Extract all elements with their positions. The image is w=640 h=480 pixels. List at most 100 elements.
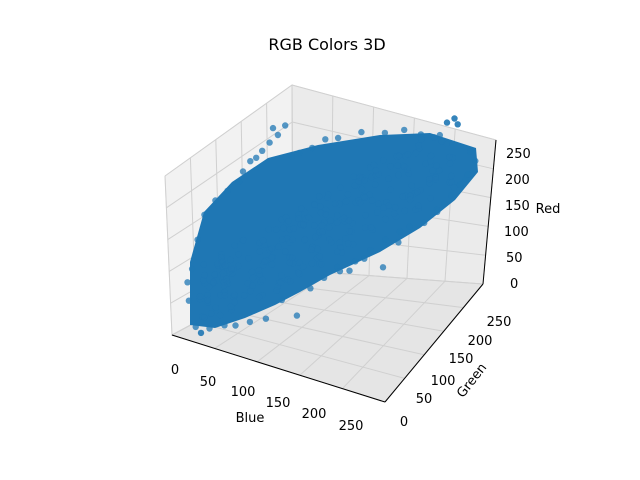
scatter-point (280, 224, 287, 232)
scatter-point (287, 278, 294, 285)
scatter-point (361, 194, 368, 201)
grid-line (164, 84, 293, 177)
scatter-point (450, 184, 458, 191)
scatter-point (247, 158, 254, 165)
grid-line (256, 275, 370, 363)
scatter-point (334, 248, 341, 255)
scatter-point (256, 248, 264, 255)
scatter-point (204, 292, 211, 299)
scatter-point (212, 197, 219, 204)
scatter-point (288, 153, 296, 160)
x-axis-label: Blue (236, 411, 265, 426)
scatter-point (317, 209, 325, 217)
scatter-point (192, 323, 199, 331)
scatter-point (262, 315, 270, 322)
scatter-point (346, 228, 353, 235)
scatter-point (235, 251, 242, 258)
scatter-point (266, 139, 273, 146)
scatter-point (318, 261, 325, 268)
z-tick-label: 50 (506, 251, 523, 266)
scatter-point (334, 212, 341, 219)
scatter-point (429, 167, 436, 174)
scatter-point (427, 158, 434, 165)
scatter-point (375, 200, 382, 207)
scatter-point (401, 163, 408, 170)
scatter-point (201, 211, 208, 218)
grid-line (299, 278, 408, 376)
grid-line (164, 175, 173, 336)
scatter-point (380, 204, 387, 211)
scatter-point (246, 318, 254, 326)
scatter-point (188, 265, 196, 273)
x-tick-label: 150 (266, 396, 291, 411)
scatter-point (247, 287, 254, 295)
scatter-point (426, 176, 433, 183)
y-tick-labels: 0 50 100 150 200 250 (400, 315, 512, 430)
scatter-point (322, 136, 329, 143)
scatter-point (395, 239, 402, 246)
scatter-point (307, 285, 314, 292)
scatter-point (273, 226, 280, 233)
scatter-point (436, 131, 443, 139)
scatter-point (324, 194, 331, 201)
scatter-point (395, 171, 402, 179)
scatter-point (434, 208, 441, 216)
y-tick-label: 250 (487, 315, 512, 330)
grid-line (166, 121, 293, 209)
scatter-point (430, 134, 438, 141)
scatter-point (358, 128, 365, 136)
scatter-point (197, 329, 205, 337)
scatter-point (427, 195, 434, 202)
scatter-point (196, 293, 204, 300)
scatter-point (446, 160, 454, 167)
grid-line (220, 308, 425, 356)
scatter-point (319, 228, 326, 235)
scatter-point (228, 265, 235, 272)
scatter-point (278, 296, 286, 304)
axis-lines (171, 139, 497, 403)
scatter-point (211, 271, 218, 278)
scatter-point (337, 184, 344, 191)
scatter-point (456, 181, 464, 188)
scatter-point (334, 134, 342, 142)
scatter-point (417, 131, 425, 138)
scatter-point (308, 260, 315, 267)
scatter-point (204, 296, 211, 304)
scatter-point (255, 267, 263, 274)
scatter-point (316, 253, 323, 260)
scatter-point (290, 225, 297, 232)
scatter-point (366, 191, 373, 198)
scatter-point (382, 236, 389, 243)
scatter-point (408, 182, 415, 189)
scatter-point (317, 203, 324, 210)
scatter-point (301, 236, 309, 243)
scatter-point (404, 151, 412, 158)
scatter-point (285, 218, 292, 225)
scatter-point (414, 188, 421, 196)
scatter-point (467, 148, 474, 155)
scatter-point (390, 210, 398, 217)
scatter-point (314, 245, 321, 253)
scatter-point (355, 178, 363, 185)
scatter-point (245, 255, 252, 262)
scatter-point (325, 224, 333, 231)
scatter-point (259, 276, 266, 283)
scatter-point (334, 263, 341, 271)
scatter-point (448, 179, 455, 186)
scatter-point (379, 264, 387, 271)
z-tick-label: 100 (504, 225, 529, 240)
scatter-point (350, 173, 357, 180)
scatter-point (333, 219, 341, 226)
y-tick-label: 100 (431, 374, 456, 389)
scatter-point (392, 204, 399, 211)
scatter-point (340, 214, 348, 222)
scatter-point (309, 144, 316, 152)
scatter-point (406, 223, 413, 230)
grid-line (291, 84, 497, 141)
scatter-point (395, 152, 403, 160)
scatter-point (274, 131, 282, 139)
scatter-point (275, 243, 282, 250)
scatter-point (273, 287, 280, 294)
scatter-point (293, 312, 301, 319)
